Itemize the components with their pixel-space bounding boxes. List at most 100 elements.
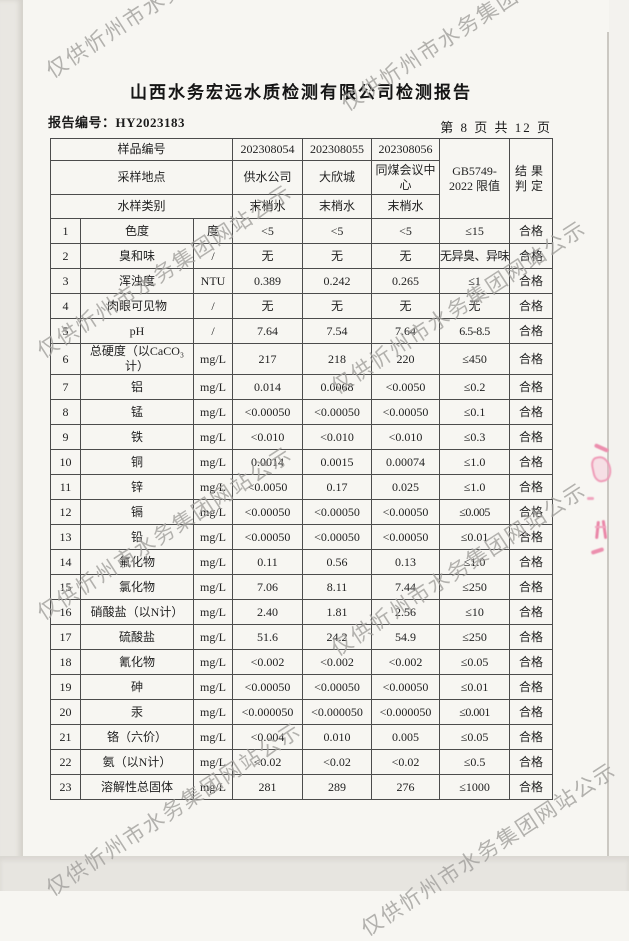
table-row: 17 硫酸盐 mg/L 51.6 24.2 54.9 ≤250 合格: [50, 624, 554, 650]
parameter-name: 氨（以N计）: [80, 749, 194, 775]
parameter-unit: mg/L: [192, 424, 234, 450]
result-value: 合格: [509, 674, 554, 700]
row-index: 4: [50, 293, 81, 319]
sample3-value: <0.002: [371, 649, 441, 675]
parameter-unit: mg/L: [192, 549, 234, 575]
parameter-name: 汞: [80, 699, 194, 725]
limit-value: ≤0.005: [439, 499, 511, 525]
parameter-unit: mg/L: [192, 399, 234, 425]
scan-left-margin: [0, 0, 23, 891]
limit-value: ≤1000: [439, 774, 511, 800]
limit-value: 无异臭、异味: [439, 243, 511, 269]
sample2-value: 218: [302, 343, 373, 375]
row-index: 10: [50, 449, 81, 475]
parameter-name: 铝: [80, 374, 194, 400]
sample2-value: <0.00050: [302, 499, 373, 525]
table-row: 9 铁 mg/L <0.010 <0.010 <0.010 ≤0.3 合格: [50, 424, 554, 450]
result-value: 合格: [509, 243, 554, 269]
sample1-value: <0.00050: [232, 674, 304, 700]
sample2-value: <0.000050: [302, 699, 373, 725]
table-row: 23 溶解性总固体 mg/L 281 289 276 ≤1000 合格: [50, 774, 554, 800]
table-row: 1 色度 度 <5 <5 <5 ≤15 合格: [50, 218, 554, 244]
parameter-unit: mg/L: [192, 499, 234, 525]
sample3-value: <0.00050: [371, 674, 441, 700]
limit-value: ≤0.1: [439, 399, 511, 425]
scan-right-margin: [609, 0, 629, 891]
result-value: 合格: [509, 318, 554, 344]
parameter-unit: /: [192, 243, 234, 269]
sample1-value: <0.000050: [232, 699, 304, 725]
parameter-name: pH: [80, 318, 194, 344]
sample2-value: <0.002: [302, 649, 373, 675]
row-index: 20: [50, 699, 81, 725]
sample3-value: 0.265: [371, 268, 441, 294]
result-column-header: 结果 判定: [509, 138, 554, 219]
parameter-name: 锰: [80, 399, 194, 425]
limit-value: ≤0.05: [439, 649, 511, 675]
report-number-label: 报告编号：: [48, 115, 116, 130]
sample1-value: <0.010: [232, 424, 304, 450]
sample1-value: <5: [232, 218, 304, 244]
parameter-unit: 度: [192, 218, 234, 244]
row-index: 9: [50, 424, 81, 450]
limit-value: ≤0.01: [439, 674, 511, 700]
row-index: 8: [50, 399, 81, 425]
sample3-value: 无: [371, 293, 441, 319]
water-type-1: 末梢水: [232, 194, 304, 219]
sample2-value: 289: [302, 774, 373, 800]
table-row: 4 肉眼可见物 / 无 无 无 无 合格: [50, 293, 554, 319]
limit-value: ≤250: [439, 574, 511, 600]
sample1-value: <0.004: [232, 724, 304, 750]
limit-value: ≤450: [439, 343, 511, 375]
sample2-value: 24.2: [302, 624, 373, 650]
parameter-unit: mg/L: [192, 674, 234, 700]
sample1-value: 51.6: [232, 624, 304, 650]
sample1-value: 217: [232, 343, 304, 375]
table-row: 16 硝酸盐（以N计） mg/L 2.40 1.81 2.56 ≤10 合格: [50, 599, 554, 625]
sample2-value: 0.0068: [302, 374, 373, 400]
sample3-value: 54.9: [371, 624, 441, 650]
parameter-unit: mg/L: [192, 774, 234, 800]
row-index: 17: [50, 624, 81, 650]
parameter-unit: mg/L: [192, 574, 234, 600]
sample1-value: <0.02: [232, 749, 304, 775]
parameter-unit: NTU: [192, 268, 234, 294]
sample-no-2: 202308055: [302, 138, 373, 161]
sample3-value: 2.56: [371, 599, 441, 625]
location-label: 采样地点: [49, 160, 234, 195]
sample-no-label: 样品编号: [49, 138, 234, 161]
report-number: 报告编号：HY2023183: [48, 112, 185, 131]
result-value: 合格: [509, 499, 554, 525]
sample1-value: 无: [232, 243, 304, 269]
sample2-value: 无: [302, 243, 373, 269]
limit-value: ≤1.0: [439, 474, 511, 500]
sample3-value: 7.44: [371, 574, 441, 600]
sample3-value: <0.00050: [371, 399, 441, 425]
sample3-value: 276: [371, 774, 441, 800]
result-value: 合格: [509, 474, 554, 500]
sample2-value: 8.11: [302, 574, 373, 600]
sample2-value: 0.242: [302, 268, 373, 294]
sample2-value: <0.00050: [302, 674, 373, 700]
ink-mark: [595, 520, 600, 540]
row-index: 16: [50, 599, 81, 625]
page-indicator: 第 8 页 共 12 页: [440, 120, 552, 135]
sample1-value: 0.11: [232, 549, 304, 575]
sample1-value: <0.002: [232, 649, 304, 675]
sample3-value: <0.00050: [371, 524, 441, 550]
parameter-name: 氰化物: [80, 649, 194, 675]
sample2-value: <0.00050: [302, 399, 373, 425]
sample1-value: 无: [232, 293, 304, 319]
table-row: 3 浑浊度 NTU 0.389 0.242 0.265 ≤1 合格: [50, 268, 554, 294]
sample1-value: 281: [232, 774, 304, 800]
parameter-name: 氟化物: [80, 549, 194, 575]
result-value: 合格: [509, 524, 554, 550]
sample2-value: 0.0015: [302, 449, 373, 475]
limit-value: ≤1.0: [439, 449, 511, 475]
sample3-value: <0.000050: [371, 699, 441, 725]
sample2-value: 1.81: [302, 599, 373, 625]
result-value: 合格: [509, 749, 554, 775]
table-row: 18 氰化物 mg/L <0.002 <0.002 <0.002 ≤0.05 合…: [50, 649, 554, 675]
limit-value: ≤1.0: [439, 549, 511, 575]
water-type-label: 水样类别: [49, 194, 234, 219]
